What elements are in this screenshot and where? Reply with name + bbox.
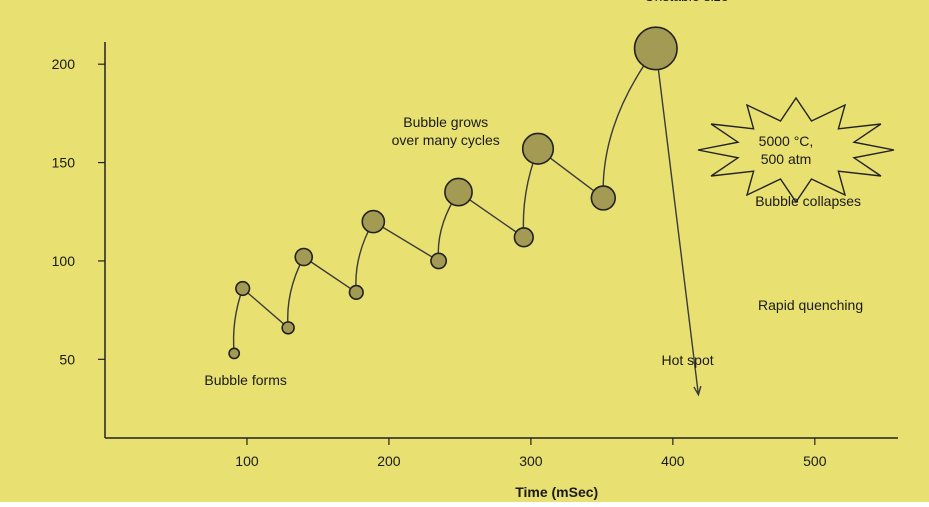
y-tick-label-200: 200 [52, 56, 76, 72]
annotation-bubble-grows-line-1: over many cycles [392, 132, 500, 148]
burst-label-line-0: 5000 °C, [759, 133, 814, 149]
path-segment-3 [303, 256, 357, 293]
bubble-3 [294, 247, 314, 267]
quench-line [655, 48, 700, 395]
path-segment-5 [372, 220, 439, 262]
bubble-2 [281, 321, 295, 335]
y-tick-label-100: 100 [52, 253, 76, 269]
x-tick-label-400: 400 [661, 453, 685, 469]
bubble-1 [235, 280, 251, 297]
bubble-10 [590, 185, 616, 211]
bubbles [228, 26, 678, 360]
annotation-rapid-quenching: Rapid quenching [758, 297, 863, 313]
bubble-5 [361, 209, 386, 234]
axes [104, 42, 898, 439]
bubble-8 [513, 227, 534, 248]
annotation-hot-spot: Hot spot [662, 352, 714, 368]
annotations: Bubble forms Bubble grows over many cycles… [204, 0, 863, 388]
burst-label-line-1: 500 atm [761, 151, 812, 167]
path-segment-1 [242, 287, 289, 329]
annotation-bubble-collapses: Bubble collapses [755, 193, 861, 209]
annotation-unstable-size: Unstable size [644, 0, 728, 4]
burst-label: 5000 °C, 500 atm [759, 133, 814, 167]
x-tick-label-300: 300 [519, 453, 543, 469]
axis-ticks: 100 200 300 400 500 50 100 150 200 Time (mSec) [52, 56, 827, 500]
x-axis-title: Time (mSec) [515, 484, 598, 500]
bubble-0 [228, 347, 241, 360]
quench-arrowhead [693, 385, 702, 397]
annotation-bubble-grows-line-0: Bubble grows [403, 114, 488, 130]
burst-shape: 5000 °C, 500 atm [697, 96, 895, 204]
bubble-6 [430, 252, 448, 270]
x-tick-label-200: 200 [377, 453, 401, 469]
y-tick-label-50: 50 [59, 351, 75, 367]
annotation-bubble-grows: Bubble grows over many cycles [392, 114, 500, 148]
burst-star [697, 96, 895, 204]
bubble-4 [348, 284, 364, 301]
bubble-9 [521, 132, 555, 165]
annotation-bubble-forms: Bubble forms [204, 372, 286, 388]
bubble-11 [633, 26, 678, 71]
x-tick-label-500: 500 [803, 453, 827, 469]
y-tick-label-150: 150 [52, 155, 76, 171]
bubble-7 [444, 177, 473, 207]
x-tick-label-100: 100 [235, 453, 259, 469]
